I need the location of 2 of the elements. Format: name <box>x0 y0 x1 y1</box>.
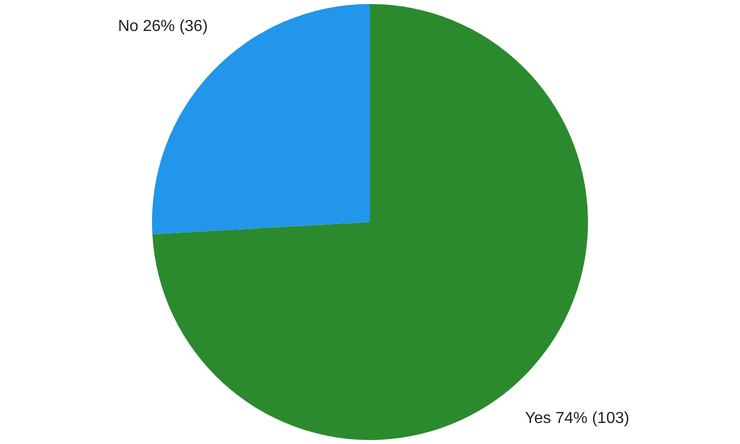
slice-label: Yes 74% (103) <box>524 410 630 427</box>
slice-label: No 26% (36) <box>118 18 208 36</box>
